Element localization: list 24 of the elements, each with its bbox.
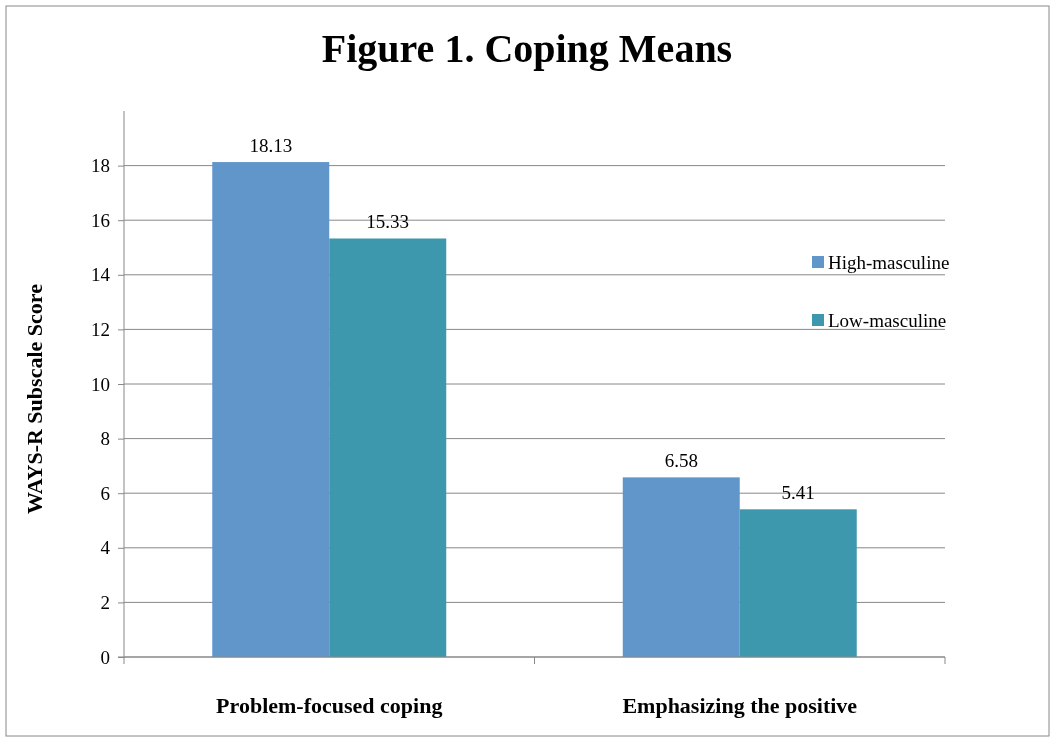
y-tick-label: 0 <box>100 646 110 668</box>
y-tick-label: 12 <box>91 318 110 340</box>
x-tick-label: Emphasizing the positive <box>622 693 858 718</box>
bar <box>329 238 447 657</box>
chart-title: Figure 1. Coping Means <box>321 26 733 71</box>
legend-label: High-masculine <box>828 252 950 273</box>
data-label: 6.58 <box>664 450 698 472</box>
y-axis-title: WAYS-R Subscale Score <box>22 283 47 514</box>
legend-label: Low-masculine <box>828 310 947 331</box>
bar <box>622 477 740 657</box>
data-label: 18.13 <box>249 135 293 157</box>
y-tick-label: 18 <box>91 155 110 177</box>
data-label: 15.33 <box>366 211 410 233</box>
y-tick-label: 8 <box>100 428 110 450</box>
y-tick-label: 2 <box>100 591 110 613</box>
bar <box>212 162 330 657</box>
y-tick-label: 6 <box>100 482 110 504</box>
y-tick-label: 10 <box>91 373 110 395</box>
y-tick-label: 14 <box>91 264 111 286</box>
y-tick-label: 16 <box>91 209 110 231</box>
data-label: 5.41 <box>781 482 815 504</box>
x-tick-label: Problem-focused coping <box>216 693 443 718</box>
bar <box>739 509 857 657</box>
y-tick-label: 4 <box>100 537 111 559</box>
